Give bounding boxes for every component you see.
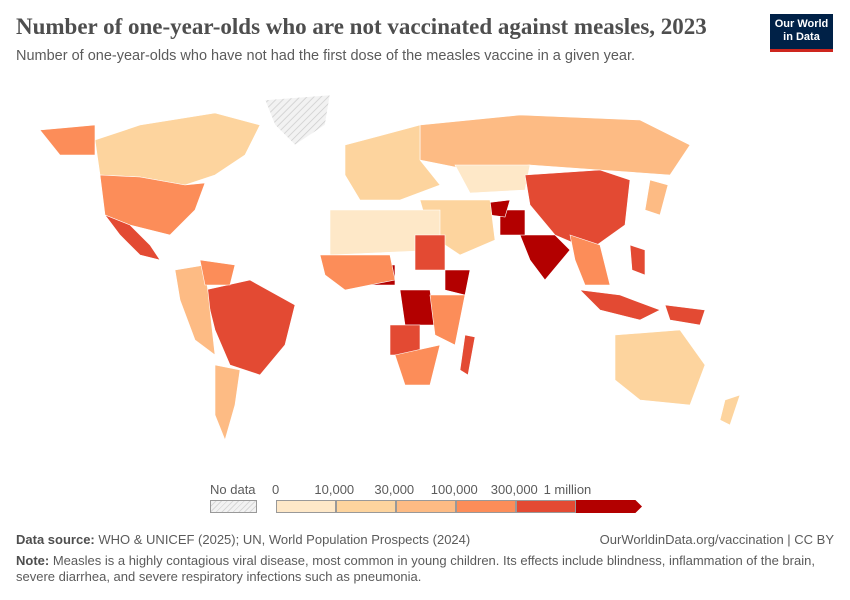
legend-tick: 0 [272,482,280,497]
legend-tick: 30,000 [374,482,415,497]
country-indonesia[interactable] [579,289,661,321]
country-pakistan[interactable] [499,209,526,236]
legend-tick: 300,000 [490,482,538,497]
legend-no-data-swatch[interactable] [210,500,257,513]
owid-logo[interactable]: Our World in Data [770,14,833,52]
country-australia[interactable] [614,329,706,406]
country-philippines[interactable] [629,244,646,276]
country-alaska[interactable] [39,124,96,156]
country-brazil[interactable] [204,279,296,376]
country-india[interactable] [519,234,571,281]
country-greenland[interactable] [264,94,331,146]
legend-tick: 100,000 [430,482,478,497]
legend-bin-3[interactable] [456,500,516,513]
legend-bin-1[interactable] [336,500,396,513]
legend-bin-0[interactable] [276,500,336,513]
country-sudan[interactable] [414,234,446,271]
legend-bin-5[interactable] [576,500,642,513]
country-papua-new-guinea[interactable] [664,304,706,326]
source-text: WHO & UNICEF (2025); UN, World Populatio… [98,532,471,547]
legend: No data 0 10,000 30,000 100,000 300,000 1 mil… [200,480,650,520]
country-china[interactable] [524,169,631,251]
country-ethiopia[interactable] [444,269,471,296]
country-europe[interactable] [344,124,441,201]
source-label: Data source: [16,532,95,547]
footer: Data source: WHO & UNICEF (2025); UN, Wo… [16,532,834,585]
country-russia[interactable] [419,114,691,176]
legend-bin-2[interactable] [396,500,456,513]
logo-line2: in Data [783,31,820,43]
logo-line1: Our World [774,18,829,30]
country-mexico[interactable] [104,214,161,261]
chart-title: Number of one-year-olds who are not vacc… [16,14,707,39]
note-label: Note: [16,553,50,568]
world-map [39,94,741,441]
country-southern-africa[interactable] [394,344,441,386]
country-east-africa[interactable] [429,294,466,346]
country-west-africa[interactable] [319,254,396,291]
source-url[interactable]: OurWorldinData.org/vaccination | CC BY [599,532,834,547]
country-southeast-asia[interactable] [569,234,611,286]
country-venezuela[interactable] [199,259,236,286]
legend-tick: 1 million [543,482,592,497]
country-argentina[interactable] [214,364,241,441]
note-text: Measles is a highly contagious viral dis… [16,553,815,584]
country-kazakhstan[interactable] [454,164,531,194]
legend-no-data-label: No data [210,482,256,497]
legend-tick: 10,000 [314,482,355,497]
chart-subtitle: Number of one-year-olds who have not had… [16,48,636,64]
country-new-zealand[interactable] [719,394,741,426]
legend-bin-4[interactable] [516,500,576,513]
country-madagascar[interactable] [459,334,476,376]
country-canada[interactable] [94,112,261,186]
country-japan[interactable] [644,179,669,216]
